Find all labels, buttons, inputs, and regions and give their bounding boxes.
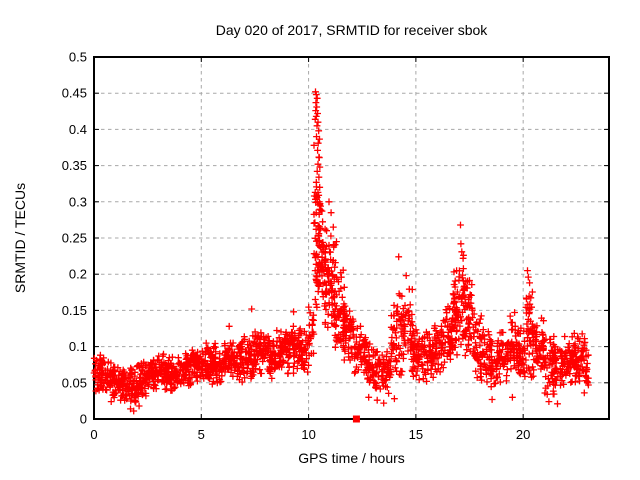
x-tick-label: 10	[301, 427, 315, 442]
y-tick-label: 0.5	[69, 50, 87, 65]
tick-labels: 0 5 10 15 20 0 0.05 0.1 0.15 0.2 0.25 0.3 0.35 0.4 0.4…	[62, 50, 531, 443]
x-tick-label: 0	[90, 427, 97, 442]
y-tick-label: 0.2	[69, 267, 87, 282]
plot-border	[93, 56, 610, 420]
chart-title: Day 020 of 2017, SRMTID for receiver sbo…	[215, 22, 488, 38]
y-axis-label: SRMTID / TECUs	[12, 182, 28, 294]
y-tick-label: 0.45	[62, 86, 87, 101]
x-tick-label: 15	[409, 427, 423, 442]
y-tick-label: 0.4	[69, 122, 87, 137]
y-tick-label: 0.05	[62, 375, 87, 390]
scatter-series-srmtid	[90, 88, 592, 415]
y-tick-label: 0	[80, 412, 87, 427]
x-tick-label: 5	[198, 427, 205, 442]
y-tick-label: 0.1	[69, 339, 87, 354]
event-marker-square	[352, 415, 360, 423]
y-tick-label: 0.25	[62, 231, 87, 246]
y-tick-label: 0.35	[62, 158, 87, 173]
x-tick-label: 20	[516, 427, 530, 442]
x-axis-label: GPS time / hours	[298, 450, 405, 466]
y-tick-label: 0.15	[62, 303, 87, 318]
y-tick-label: 0.3	[69, 194, 87, 209]
